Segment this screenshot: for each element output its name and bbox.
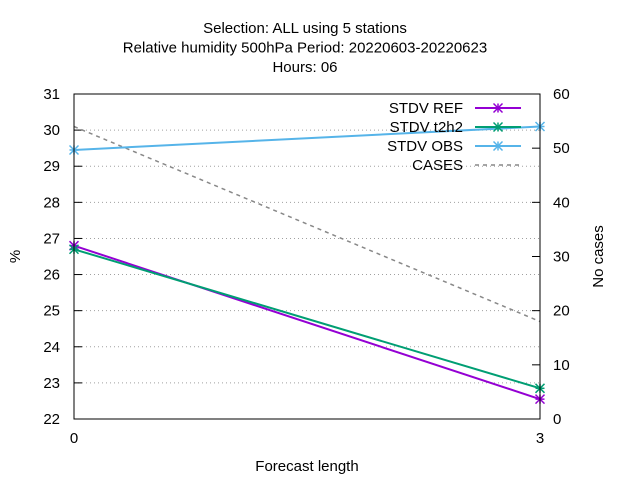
title-line: Relative humidity 500hPa Period: 2022060… (123, 40, 487, 57)
legend-marker (492, 140, 504, 152)
y2-tick-label: 40 (553, 194, 570, 211)
title-line: Hours: 06 (272, 59, 337, 76)
series-cases (73, 125, 541, 323)
series-stdv-ref (68, 240, 546, 405)
legend-item-stdv-t2h2: STDV t2h2 (390, 119, 521, 136)
y-tick-label: 29 (43, 158, 60, 175)
y-tick-label: 30 (43, 122, 60, 139)
y2-tick-label: 30 (553, 249, 570, 266)
legend: STDV REF STDV t2h2 STDV OBS CASES (387, 100, 521, 174)
title-line: Selection: ALL using 5 stations (203, 20, 407, 37)
legend-label: STDV t2h2 (390, 119, 463, 136)
y-tick-label: 27 (43, 230, 60, 247)
y-tick-label: 25 (43, 303, 60, 320)
series-line-stdv-obs (73, 125, 541, 151)
y2-axis-ticks: 0 10 20 30 40 50 60 (532, 86, 570, 428)
y-axis-label: % (7, 250, 24, 263)
legend-label: STDV REF (389, 100, 463, 117)
y2-tick-label: 20 (553, 303, 570, 320)
y-tick-label: 28 (43, 194, 60, 211)
y2-tick-label: 50 (553, 140, 570, 157)
series-group (68, 121, 546, 405)
y-tick-label: 31 (43, 86, 60, 103)
y-tick-label: 26 (43, 267, 60, 284)
y-tick-label: 22 (43, 411, 60, 428)
y-tick-label: 24 (43, 339, 60, 356)
legend-marker (492, 121, 504, 133)
legend-label: STDV OBS (387, 138, 463, 155)
legend-label: CASES (412, 157, 463, 174)
x-axis-label: Forecast length (255, 458, 358, 475)
chart-title: Selection: ALL using 5 stations Relative … (123, 20, 487, 76)
y2-tick-label: 0 (553, 411, 561, 428)
series-line-cases (73, 125, 541, 323)
series-line-stdv-t2h2 (73, 248, 541, 390)
x-tick-label: 0 (70, 430, 78, 447)
y-tick-label: 23 (43, 375, 60, 392)
y2-tick-label: 10 (553, 357, 570, 374)
legend-item-stdv-obs: STDV OBS (387, 138, 521, 155)
x-tick-label: 3 (536, 430, 544, 447)
series-line-stdv-ref (73, 244, 541, 401)
legend-item-stdv-ref: STDV REF (389, 100, 521, 117)
legend-marker (492, 102, 504, 114)
series-stdv-obs (68, 121, 546, 156)
grid-lines (74, 129, 540, 384)
legend-item-cases: CASES (412, 157, 521, 174)
y-axis-ticks: 22 23 24 25 26 27 28 29 30 31 (43, 86, 82, 428)
plot-frame (73, 93, 541, 420)
y2-axis-label: No cases (590, 225, 607, 288)
y2-tick-label: 60 (553, 86, 570, 103)
